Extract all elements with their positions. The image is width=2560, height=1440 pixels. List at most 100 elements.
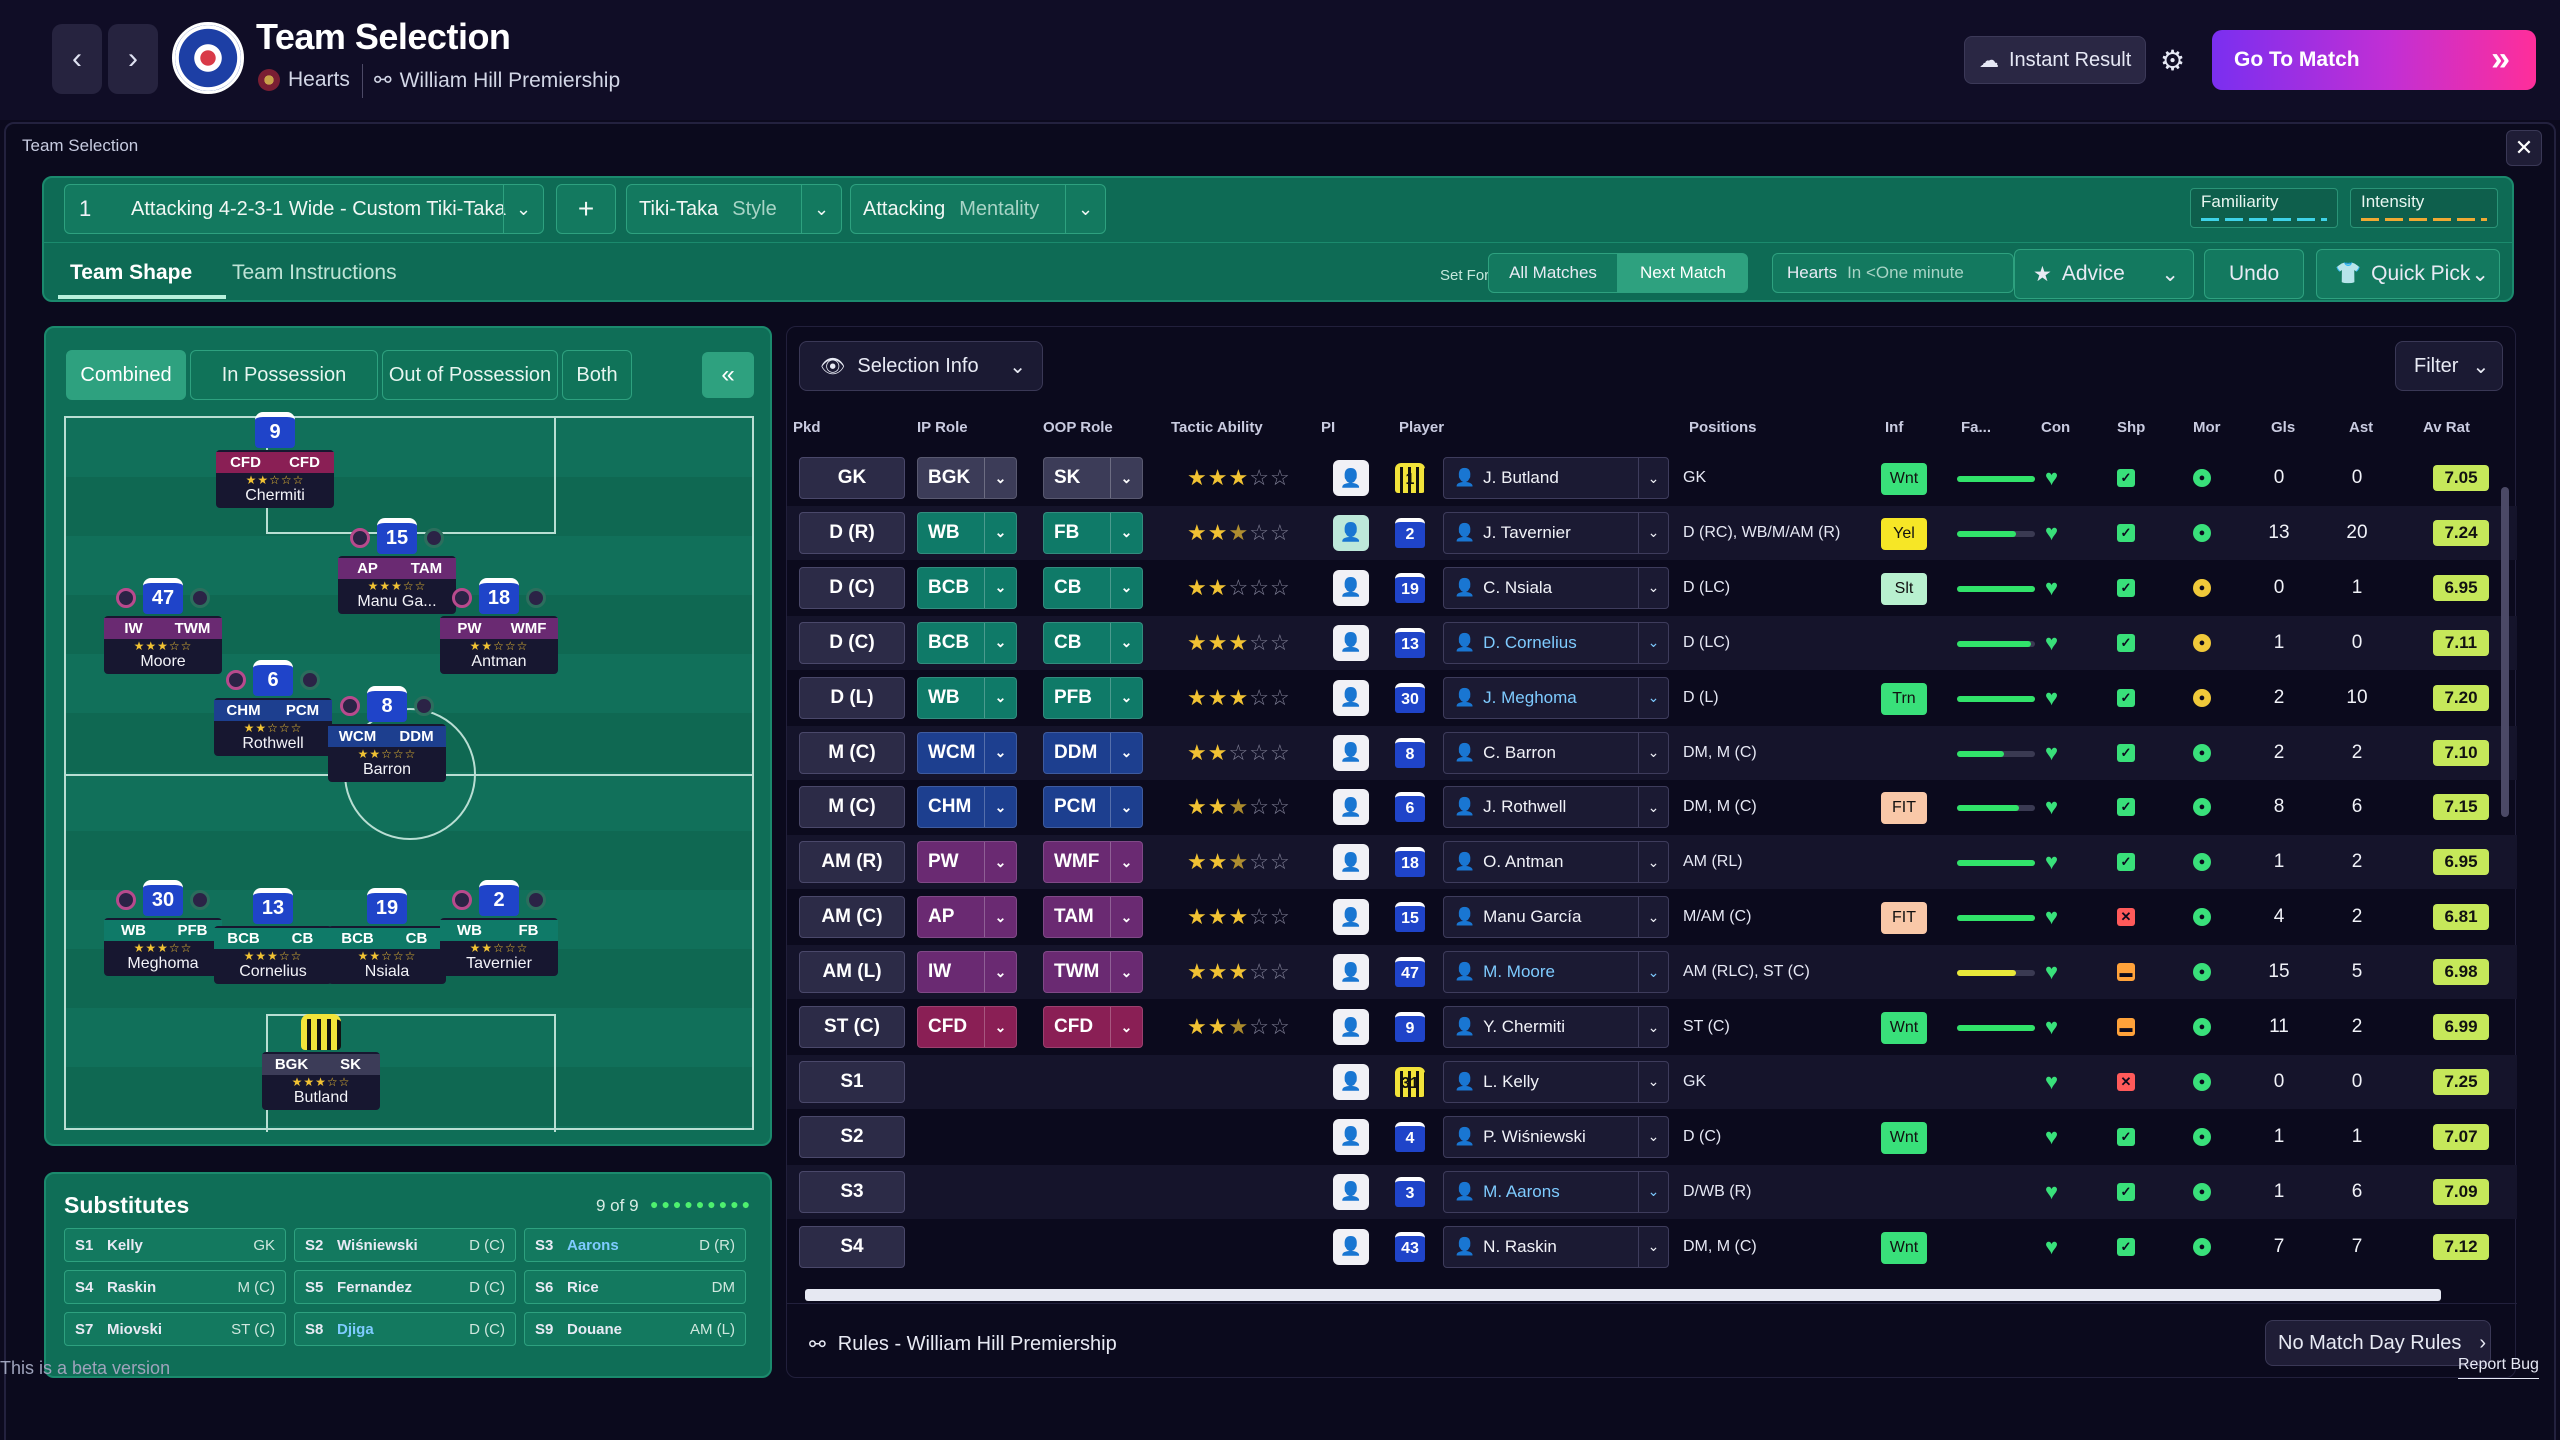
competition-info[interactable]: ⚯ William Hill Premiership [374,68,620,93]
player-instructions-icon[interactable]: 👤 [1333,844,1369,881]
oop-role-select[interactable]: TWM ⌄ [1043,951,1143,994]
picked-position-button[interactable]: GK [799,457,905,499]
ip-role-select[interactable]: CHM ⌄ [917,786,1017,829]
picked-position-button[interactable]: S1 [799,1060,905,1103]
column-header[interactable]: IP Role [917,419,968,436]
advice-button[interactable]: ★ Advice ⌄ [2014,249,2194,299]
oop-role-select[interactable]: PFB ⌄ [1043,676,1143,719]
player-select[interactable]: 👤 O. Antman ⌄ [1443,841,1669,884]
ip-role-select[interactable]: BCB ⌄ [917,566,1017,609]
oop-role-select[interactable]: CB ⌄ [1043,566,1143,609]
player-instructions-icon[interactable]: 👤 [1333,899,1369,936]
oop-role-select[interactable]: CB ⌄ [1043,621,1143,664]
opponent-info[interactable]: Hearts [258,68,350,92]
table-row[interactable]: S4 👤 43 👤 N. Raskin ⌄ DM, M (C) Wnt ♥ ✓ ● 7 7 7.12 [787,1220,2517,1274]
instant-result-button[interactable]: ☁ Instant Result [1964,36,2146,84]
substitute-item[interactable]: S7 Miovski ST (C) [64,1312,286,1346]
pitch-player[interactable]: 8 WCM DDM ★★☆☆☆ Barron [328,686,446,782]
column-header[interactable]: Shp [2117,419,2146,436]
player-select[interactable]: 👤 P. Wiśniewski ⌄ [1443,1115,1669,1158]
tab-team-instructions[interactable]: Team Instructions [232,261,397,284]
picked-position-button[interactable]: S2 [799,1115,905,1158]
add-tactic-button[interactable]: + [556,184,616,234]
pitch-player[interactable]: BGK SK ★★★☆☆ Butland [262,1014,380,1110]
ip-role-select[interactable]: WB ⌄ [917,676,1017,719]
column-header[interactable]: Ast [2349,419,2374,436]
tab-both[interactable]: Both [562,350,632,400]
picked-position-button[interactable]: D (L) [799,676,905,719]
ip-role-select[interactable]: WCM ⌄ [917,731,1017,774]
ip-role-select[interactable]: WB ⌄ [917,511,1017,554]
column-header[interactable]: PI [1321,419,1336,436]
player-instructions-icon[interactable]: 👤 [1333,679,1369,716]
substitute-item[interactable]: S9 Douane AM (L) [524,1312,746,1346]
column-header[interactable]: Player [1399,419,1445,436]
intensity-gauge[interactable]: Intensity [2350,188,2498,228]
column-header[interactable]: Positions [1689,419,1757,436]
ip-role-select[interactable]: BCB ⌄ [917,621,1017,664]
picked-position-button[interactable]: D (R) [799,511,905,554]
picked-position-button[interactable]: AM (L) [799,951,905,994]
oop-role-select[interactable]: WMF ⌄ [1043,841,1143,884]
column-header[interactable]: Con [2041,419,2071,436]
back-button[interactable]: ‹ [52,24,102,94]
player-instructions-icon[interactable]: 👤 [1333,624,1369,661]
player-instructions-icon[interactable]: 👤 [1333,1009,1369,1045]
player-select[interactable]: 👤 J. Meghoma ⌄ [1443,676,1669,719]
table-row[interactable]: D (C) BCB ⌄ CB ⌄ ★ ★ ★ ☆ ☆ 👤 13 👤 D. Cornelius ⌄ D (LC)… [787,615,2517,670]
gear-icon[interactable]: ⚙ [2160,45,2186,76]
ip-role-select[interactable]: BGK ⌄ [917,457,1017,499]
table-row[interactable]: S1 👤 31 👤 L. Kelly ⌄ GK ♥ ✕ ● 0 0 7.25 [787,1054,2517,1109]
player-select[interactable]: 👤 J. Rothwell ⌄ [1443,786,1669,829]
picked-position-button[interactable]: AM (C) [799,896,905,939]
column-header[interactable]: Pkd [793,419,821,436]
substitute-item[interactable]: S6 Rice DM [524,1270,746,1304]
player-instructions-icon[interactable]: 👤 [1333,514,1369,551]
player-select[interactable]: 👤 N. Raskin ⌄ [1443,1225,1669,1268]
player-select[interactable]: 👤 J. Tavernier ⌄ [1443,511,1669,554]
style-select[interactable]: Tiki-Taka Style ⌄ [626,184,842,234]
player-instructions-icon[interactable]: 👤 [1333,1173,1369,1210]
oop-role-select[interactable]: DDM ⌄ [1043,731,1143,774]
substitute-item[interactable]: S4 Raskin M (C) [64,1270,286,1304]
table-row[interactable]: D (C) BCB ⌄ CB ⌄ ★ ★ ☆ ☆ ☆ 👤 19 👤 C. Nsiala ⌄ D (LC) Slt… [787,561,2517,615]
table-row[interactable]: M (C) WCM ⌄ DDM ⌄ ★ ★ ☆ ☆ ☆ 👤 8 👤 C. Barron ⌄ DM, M (C)… [787,725,2517,780]
player-instructions-icon[interactable]: 👤 [1333,460,1369,496]
player-select[interactable]: 👤 C. Barron ⌄ [1443,731,1669,774]
player-instructions-icon[interactable]: 👤 [1333,1063,1369,1100]
column-header[interactable]: Tactic Ability [1171,419,1263,436]
next-opponent-info[interactable]: Hearts In <One minute [1772,253,2014,293]
player-select[interactable]: 👤 C. Nsiala ⌄ [1443,566,1669,609]
player-instructions-icon[interactable]: 👤 [1333,954,1369,991]
player-select[interactable]: 👤 D. Cornelius ⌄ [1443,621,1669,664]
set-for-all-matches[interactable]: All Matches [1488,253,1618,293]
pitch-player[interactable]: 2 WB FB ★★☆☆☆ Tavernier [440,880,558,976]
picked-position-button[interactable]: D (C) [799,566,905,609]
column-header[interactable]: Mor [2193,419,2221,436]
pitch-player[interactable]: 30 WB PFB ★★★☆☆ Meghoma [104,880,222,976]
player-instructions-icon[interactable]: 👤 [1333,789,1369,826]
oop-role-select[interactable]: TAM ⌄ [1043,896,1143,939]
substitute-item[interactable]: S1 Kelly GK [64,1228,286,1262]
table-row[interactable]: D (R) WB ⌄ FB ⌄ ★ ★ ★ ☆ ☆ 👤 2 👤 J. Tavernier ⌄ D (RC), … [787,505,2517,560]
selection-info-dropdown[interactable]: 👁 Selection Info ⌄ [799,341,1043,391]
oop-role-select[interactable]: SK ⌄ [1043,457,1143,499]
collapse-icon[interactable]: « [702,352,754,398]
rules-info[interactable]: ⚯ Rules - William Hill Premiership [809,1332,1117,1357]
player-instructions-icon[interactable]: 👤 [1333,569,1369,606]
table-row[interactable]: AM (L) IW ⌄ TWM ⌄ ★ ★ ★ ☆ ☆ 👤 47 👤 M. Moore ⌄ AM (RLC),… [787,945,2517,1000]
go-to-match-button[interactable]: Go To Match » [2212,30,2536,90]
table-row[interactable]: D (L) WB ⌄ PFB ⌄ ★ ★ ★ ☆ ☆ 👤 30 👤 J. Meghoma ⌄ D (L) Trn… [787,671,2517,725]
picked-position-button[interactable]: S4 [799,1225,905,1268]
substitute-item[interactable]: S3 Aarons D (R) [524,1228,746,1262]
player-select[interactable]: 👤 J. Butland ⌄ [1443,457,1669,499]
pitch-player[interactable]: 6 CHM PCM ★★☆☆☆ Rothwell [214,660,332,756]
oop-role-select[interactable]: CFD ⌄ [1043,1006,1143,1048]
table-row[interactable]: ST (C) CFD ⌄ CFD ⌄ ★ ★ ★ ☆ ☆ 👤 9 👤 Y. Chermiti ⌄ ST (C)… [787,1000,2517,1054]
player-instructions-icon[interactable]: 👤 [1333,1228,1369,1265]
pitch-player[interactable]: 15 AP TAM ★★★☆☆ Manu Ga... [338,518,456,614]
ip-role-select[interactable]: IW ⌄ [917,951,1017,994]
picked-position-button[interactable]: M (C) [799,731,905,774]
mentality-select[interactable]: Attacking Mentality ⌄ [850,184,1106,234]
formation-select[interactable]: 1 Attacking 4-2-3-1 Wide - Custom Tiki-T… [64,184,544,234]
